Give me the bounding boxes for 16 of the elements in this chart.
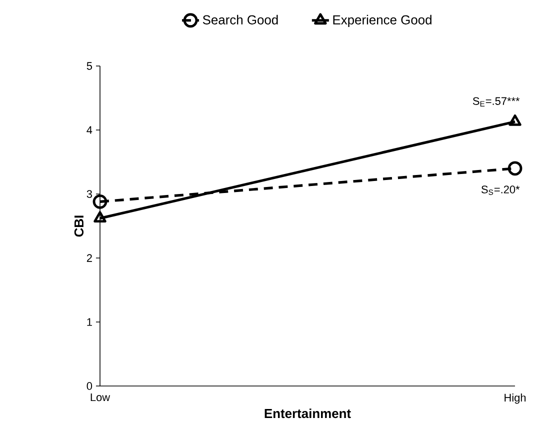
y-tick-label: 5 bbox=[86, 62, 92, 70]
y-tick-label: 2 bbox=[86, 254, 92, 262]
legend-label: Experience Good bbox=[333, 14, 432, 28]
y-tick-label: 3 bbox=[86, 190, 92, 198]
x-axis-title: Entertainment bbox=[264, 408, 351, 418]
x-tick-label: Low bbox=[90, 394, 110, 402]
legend-label: Search Good bbox=[202, 14, 278, 24]
y-tick-label: 1 bbox=[87, 318, 92, 326]
point bbox=[92, 194, 108, 209]
y-tick-label: 0 bbox=[86, 382, 92, 390]
annotation: S$_{S}$=.20* bbox=[481, 186, 520, 195]
y-tick-label: 4 bbox=[86, 126, 92, 134]
annotation: S$_{E}$=.57*** bbox=[472, 97, 520, 106]
x-tick-label: High bbox=[504, 394, 526, 404]
y-axis-title: CBI bbox=[74, 216, 84, 237]
point bbox=[508, 161, 522, 176]
